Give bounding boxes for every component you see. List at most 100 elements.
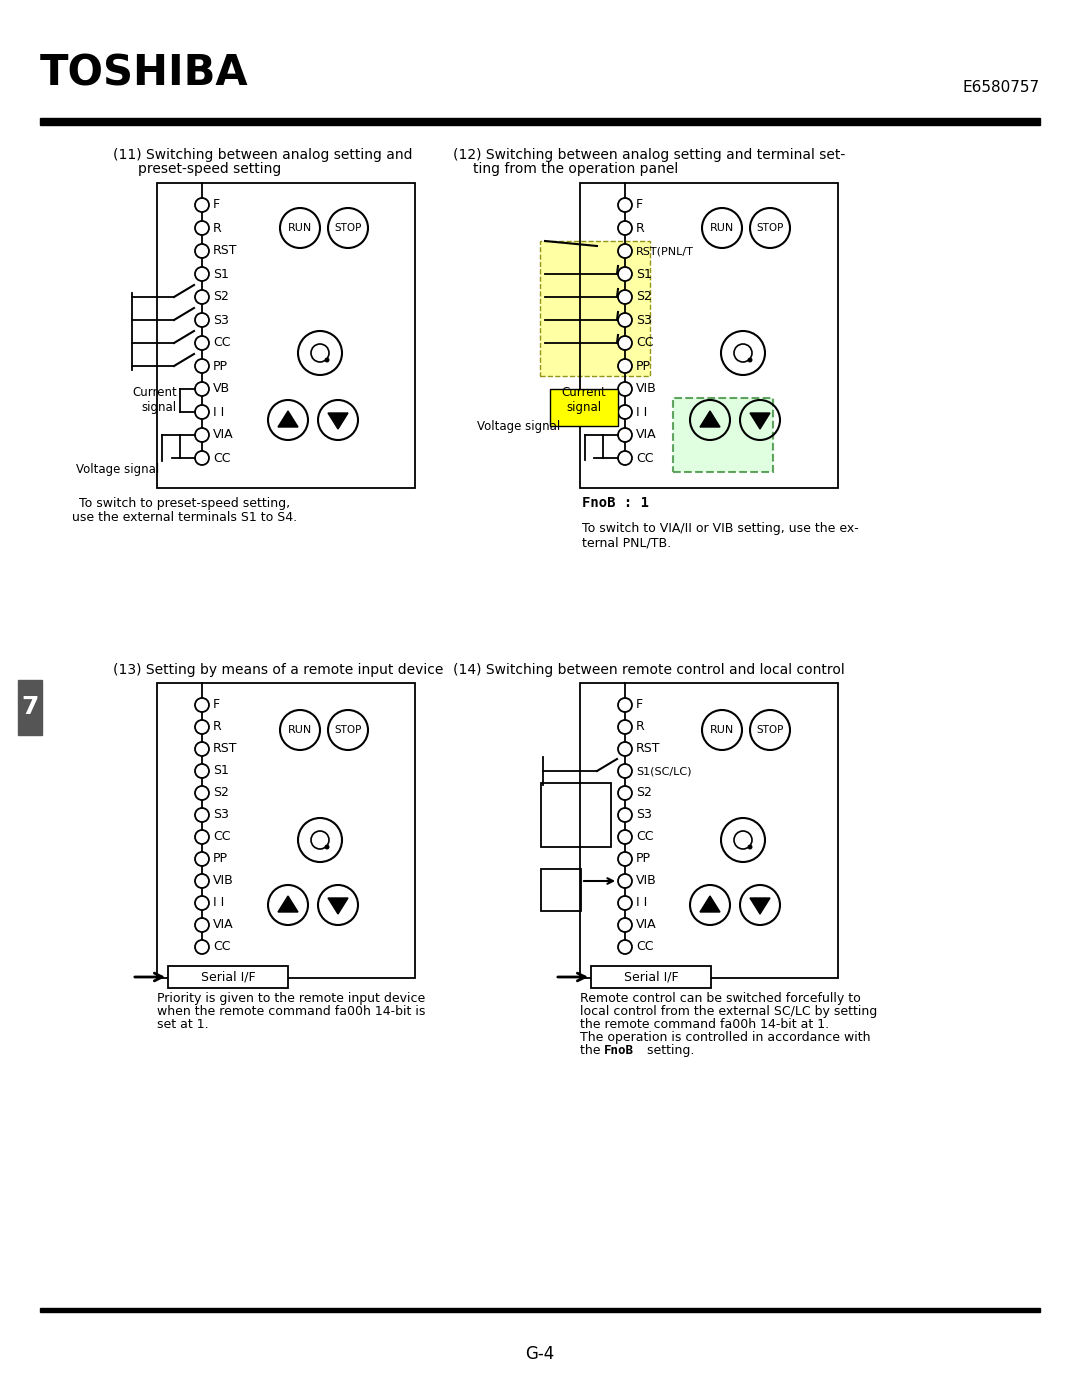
Bar	[157, 183, 415, 488]
Text: Voltage signal: Voltage signal	[477, 420, 561, 433]
Text: the remote command fa00h 14-bit at 1.: the remote command fa00h 14-bit at 1.	[580, 1018, 829, 1031]
Text: (14) Switching between remote control and local control: (14) Switching between remote control an…	[453, 664, 845, 678]
Circle shape	[618, 313, 632, 327]
Text: RST: RST	[636, 742, 661, 756]
Text: To switch to VIA/II or VIB setting, use the ex-: To switch to VIA/II or VIB setting, use …	[582, 522, 859, 535]
Polygon shape	[278, 895, 298, 912]
Circle shape	[618, 427, 632, 441]
Text: RST(PNL/T: RST(PNL/T	[636, 246, 693, 256]
Text: S2: S2	[213, 787, 229, 799]
Text: Remote control can be switched forcefully to: Remote control can be switched forcefull…	[580, 992, 861, 1004]
Circle shape	[618, 698, 632, 712]
Bar	[580, 183, 838, 488]
Circle shape	[618, 807, 632, 821]
Circle shape	[618, 405, 632, 419]
Text: TOSHIBA: TOSHIBA	[40, 53, 248, 95]
Circle shape	[618, 267, 632, 281]
Text: STOP: STOP	[335, 224, 362, 233]
Text: Current
signal: Current signal	[562, 387, 606, 415]
Circle shape	[618, 381, 632, 395]
Polygon shape	[750, 414, 770, 429]
Text: VIB: VIB	[213, 875, 233, 887]
Bar	[673, 398, 773, 472]
Circle shape	[747, 845, 753, 849]
Text: PP: PP	[213, 852, 228, 866]
Text: S1: S1	[636, 267, 652, 281]
Text: R: R	[213, 721, 221, 733]
Polygon shape	[328, 898, 348, 914]
Text: (11) Switching between analog setting and: (11) Switching between analog setting an…	[113, 148, 413, 162]
Text: F: F	[636, 698, 643, 711]
Text: PP: PP	[636, 359, 651, 373]
Circle shape	[618, 337, 632, 351]
Circle shape	[618, 244, 632, 258]
Polygon shape	[278, 411, 298, 427]
Bar	[40, 117, 1040, 124]
Circle shape	[324, 358, 329, 362]
Circle shape	[618, 830, 632, 844]
Text: G-4: G-4	[525, 1345, 555, 1363]
Text: 7: 7	[22, 696, 39, 719]
Bar	[157, 683, 415, 978]
Text: ting from the operation panel: ting from the operation panel	[473, 162, 678, 176]
Bar	[541, 782, 611, 847]
Text: VB: VB	[213, 383, 230, 395]
Circle shape	[195, 359, 210, 373]
Text: Priority is given to the remote input device: Priority is given to the remote input de…	[157, 992, 426, 1004]
Text: RST: RST	[213, 742, 238, 756]
Bar	[18, 680, 42, 735]
Text: R: R	[213, 222, 221, 235]
Text: The operation is controlled in accordance with: The operation is controlled in accordanc…	[580, 1031, 870, 1044]
Text: F: F	[213, 698, 220, 711]
Text: Voltage signal: Voltage signal	[76, 462, 159, 476]
Text: RUN: RUN	[710, 224, 734, 233]
Text: preset-speed setting: preset-speed setting	[138, 162, 281, 176]
Text: To switch to preset-speed setting,: To switch to preset-speed setting,	[80, 497, 291, 510]
Text: F: F	[213, 198, 220, 211]
Text: VIA: VIA	[213, 918, 233, 932]
Text: CC: CC	[213, 451, 230, 464]
Text: S3: S3	[636, 809, 652, 821]
Circle shape	[195, 244, 210, 258]
Text: when the remote command fa00h 14-bit is: when the remote command fa00h 14-bit is	[157, 1004, 426, 1018]
Circle shape	[195, 940, 210, 954]
Text: the: the	[580, 1044, 605, 1058]
Text: E6580757: E6580757	[963, 80, 1040, 95]
Text: Serial I/F: Serial I/F	[201, 971, 255, 983]
Text: FnoB: FnoB	[604, 1044, 634, 1058]
Text: FnoB : 1: FnoB : 1	[582, 496, 649, 510]
Text: (13) Setting by means of a remote input device: (13) Setting by means of a remote input …	[113, 664, 444, 678]
Text: STOP: STOP	[335, 725, 362, 735]
Text: S1: S1	[213, 764, 229, 778]
Text: use the external terminals S1 to S4.: use the external terminals S1 to S4.	[72, 511, 298, 524]
Circle shape	[618, 852, 632, 866]
Circle shape	[618, 940, 632, 954]
Text: S1: S1	[213, 267, 229, 281]
Circle shape	[747, 358, 753, 362]
Bar	[541, 869, 581, 911]
Polygon shape	[750, 898, 770, 914]
Circle shape	[195, 198, 210, 212]
Text: I I: I I	[636, 405, 647, 419]
Text: STOP: STOP	[756, 224, 784, 233]
Text: CC: CC	[636, 830, 653, 844]
Text: setting.: setting.	[643, 1044, 694, 1058]
Text: R: R	[636, 222, 645, 235]
Circle shape	[324, 845, 329, 849]
Text: VIB: VIB	[636, 875, 657, 887]
Circle shape	[195, 221, 210, 235]
Polygon shape	[700, 895, 720, 912]
Circle shape	[618, 359, 632, 373]
Text: VIA: VIA	[636, 429, 657, 441]
Text: F: F	[636, 198, 643, 211]
Bar	[550, 388, 618, 426]
Bar	[168, 965, 288, 988]
Text: CC: CC	[213, 940, 230, 954]
Text: STOP: STOP	[756, 725, 784, 735]
Circle shape	[195, 698, 210, 712]
Text: VIA: VIA	[636, 918, 657, 932]
Circle shape	[195, 291, 210, 305]
Circle shape	[618, 764, 632, 778]
Text: RST: RST	[213, 244, 238, 257]
Text: RUN: RUN	[710, 725, 734, 735]
